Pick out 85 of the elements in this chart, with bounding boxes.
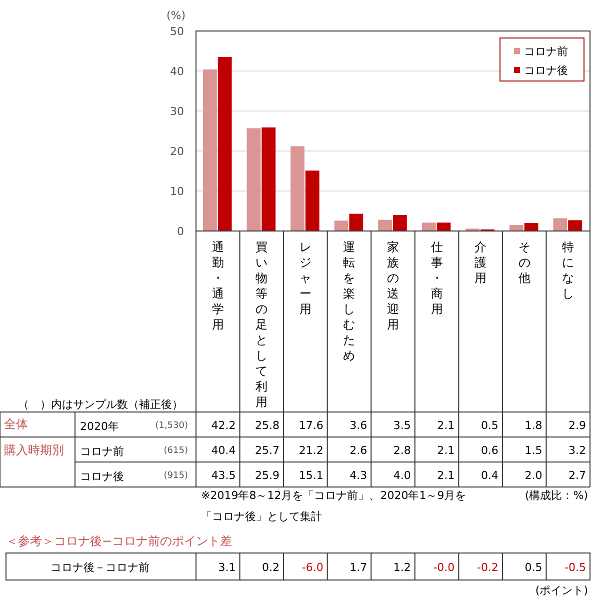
data-label: 0.6: [480, 444, 498, 457]
bar: [218, 57, 232, 231]
bar: [568, 220, 582, 231]
text: -0.2: [476, 561, 498, 574]
data-label: 2.1: [437, 444, 455, 457]
category-label: 買い物等の足として利用: [256, 240, 268, 409]
text: 2020年: [80, 420, 119, 433]
data-label: 40.4: [211, 444, 236, 457]
text: 3.1: [218, 561, 236, 574]
x-tick-label: その他: [518, 240, 530, 285]
bar: [246, 128, 261, 231]
text: ※2019年8～12月を「コロナ前」、2020年1～9月を: [201, 489, 466, 502]
text: -0.0: [433, 561, 455, 574]
y-tick-label: 20: [170, 145, 184, 158]
bar: [553, 218, 568, 231]
text: ＜参考＞コロナ後−コロナ前のポイント差: [6, 534, 232, 548]
bar: [290, 146, 304, 231]
x-tick-label: レジャー用: [299, 240, 312, 316]
data-label: 1.5: [524, 444, 542, 457]
y-tick-label: 30: [170, 105, 184, 118]
text: 17.6: [298, 419, 324, 432]
text: 42.2: [211, 419, 236, 432]
bar: [436, 222, 451, 231]
data-label: 4.3: [350, 469, 368, 482]
bar: [378, 220, 392, 231]
x-tick-label: 運転を楽しむため: [343, 240, 356, 362]
data-label: 2.6: [350, 444, 368, 457]
x-tick-label: 特になし: [562, 240, 574, 300]
data-label: 0.4: [480, 469, 498, 482]
bar: [509, 225, 524, 231]
text: 2.1: [437, 419, 455, 432]
text: 「コロナ後」として集計: [201, 510, 322, 523]
bar: [262, 127, 276, 231]
text: (構成比：%): [524, 489, 588, 502]
legend-label: コロナ後: [524, 64, 568, 77]
text: 全体: [4, 417, 28, 431]
text: 0.5: [524, 561, 542, 574]
bar: [349, 214, 364, 231]
text: (ポイント): [535, 584, 588, 597]
data-label: 2.1: [437, 469, 455, 482]
text: -0.5: [564, 561, 586, 574]
bar: [422, 222, 436, 231]
text: 1.2: [393, 561, 411, 574]
y-tick-label: 50: [170, 25, 184, 38]
data-label: 2.0: [524, 469, 542, 482]
text: コロナ後: [80, 470, 124, 483]
text: 0.2: [262, 561, 280, 574]
x-tick-label: 通勤・通学用: [212, 240, 224, 332]
text: 3.5: [393, 419, 411, 432]
text: 2.9: [568, 419, 586, 432]
bar: [305, 170, 320, 231]
y-tick-label: 10: [170, 185, 184, 198]
text: (915): [164, 471, 188, 481]
x-tick-label: 介護用: [474, 240, 487, 285]
x-tick-label: 家族の送迎用: [387, 240, 399, 332]
text: 25.8: [255, 419, 280, 432]
y-axis-title: (%): [166, 9, 186, 22]
y-tick-label: 0: [177, 225, 184, 238]
text: 1.7: [350, 561, 368, 574]
text: 購入時期別: [4, 443, 64, 457]
bar: [334, 220, 348, 231]
text: 3.6: [350, 419, 368, 432]
data-label: 2.8: [393, 444, 411, 457]
bar: [393, 215, 407, 231]
text: （ ）内はサンプル数（補正後）: [18, 398, 183, 411]
text: (615): [164, 446, 188, 456]
data-label: 2.7: [568, 469, 586, 482]
text: -6.0: [302, 561, 324, 574]
y-tick-label: 40: [170, 65, 184, 78]
legend-label: コロナ前: [524, 45, 568, 58]
data-label: 25.9: [255, 469, 280, 482]
bar: [203, 69, 217, 231]
data-label: 3.2: [568, 444, 586, 457]
text: コロナ後－コロナ前: [50, 561, 150, 574]
data-label: 21.2: [298, 444, 324, 457]
text: (1,530): [155, 421, 188, 431]
data-label: 4.0: [393, 469, 411, 482]
bar: [524, 223, 538, 231]
data-label: 43.5: [211, 469, 236, 482]
data-label: 15.1: [298, 469, 324, 482]
x-tick-label: 仕事・商用: [430, 240, 443, 316]
text: 1.8: [524, 419, 542, 432]
text: コロナ前: [80, 445, 124, 458]
text: 0.5: [480, 419, 498, 432]
data-label: 25.7: [255, 444, 280, 457]
